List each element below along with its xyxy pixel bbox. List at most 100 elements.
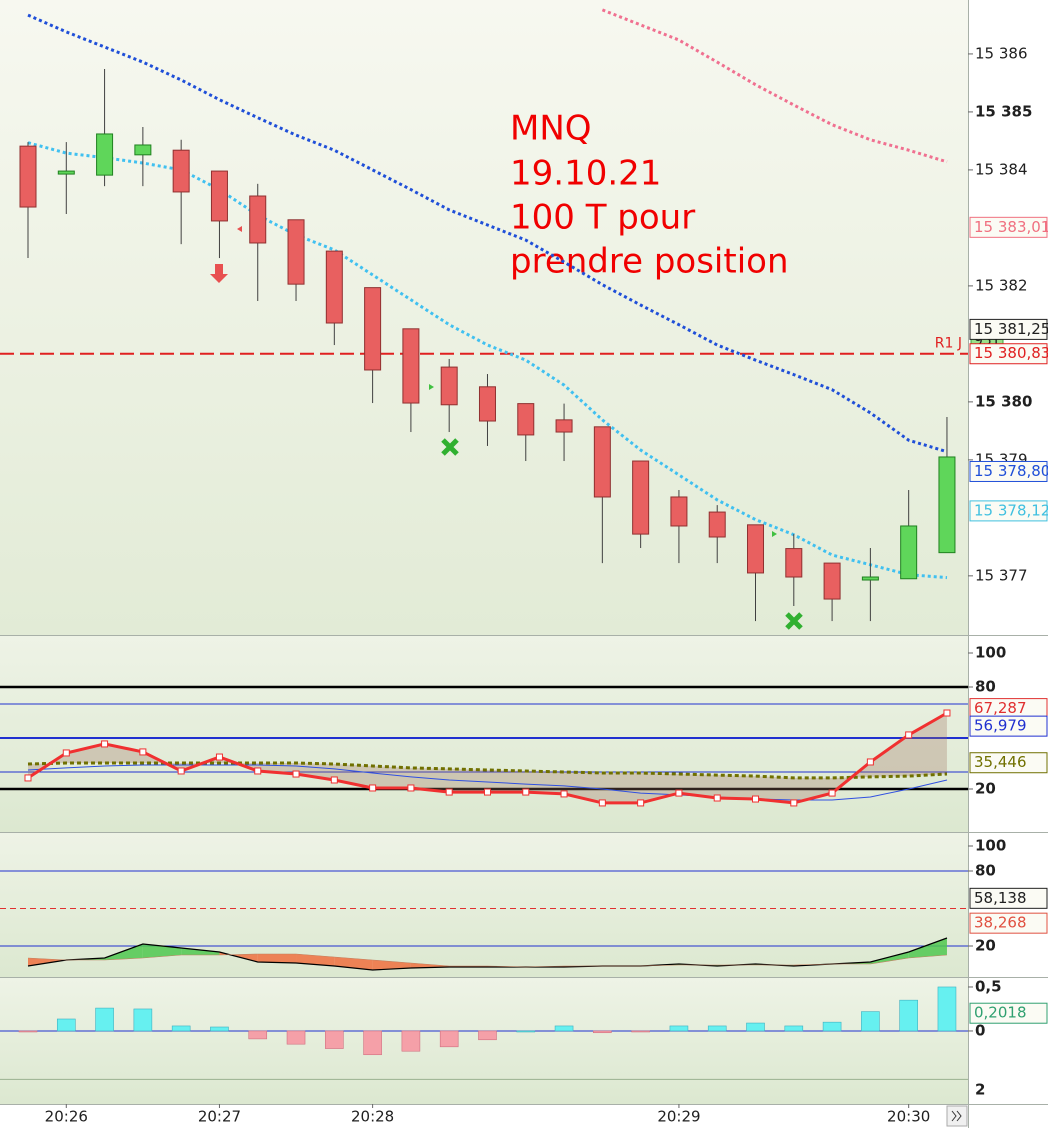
candle-body <box>632 460 650 535</box>
value-tag: 38,268 <box>974 914 1027 932</box>
point-marker <box>752 795 760 803</box>
y-tick-label: 0,5 <box>975 977 1002 995</box>
y-tick-label: 15 377 <box>975 566 1028 584</box>
y-tick-label: 80 <box>975 862 996 880</box>
point-marker <box>292 770 300 778</box>
point-marker <box>866 758 874 766</box>
bar <box>325 1030 344 1049</box>
bar <box>746 1022 765 1032</box>
bar <box>439 1030 459 1048</box>
spread-fill <box>28 713 947 803</box>
bar <box>401 1030 421 1052</box>
x-tick-label: 20:30 <box>887 1108 930 1126</box>
bar <box>210 1026 229 1032</box>
band-line <box>27 953 948 968</box>
bar <box>363 1030 382 1056</box>
point-marker <box>790 799 798 807</box>
value-tag-box <box>969 460 1048 482</box>
y-tick-label: 20 <box>975 937 996 955</box>
candle-body <box>19 145 37 208</box>
y-tick-label: 15 380 <box>975 392 1032 410</box>
value-tag-box <box>969 752 1048 774</box>
bar <box>554 1025 574 1032</box>
value-tag: 15 378,12 <box>974 501 1048 519</box>
band-fill <box>181 948 220 955</box>
candle-body <box>402 328 420 404</box>
candle-body <box>938 456 956 554</box>
bar <box>861 1011 880 1032</box>
point-marker <box>177 767 185 775</box>
value-tag: 67,287 <box>974 699 1027 717</box>
point-marker <box>24 774 32 782</box>
axis-label: 2 <box>975 1081 985 1099</box>
panel-bg <box>0 978 968 1104</box>
moving-average <box>27 13 948 454</box>
value-tag-box <box>969 318 1048 340</box>
point-marker <box>637 799 645 807</box>
value-tag-box <box>969 343 1048 365</box>
candle-body <box>325 250 343 324</box>
candle-body <box>134 144 152 156</box>
bar <box>56 1018 76 1032</box>
bar <box>286 1030 306 1045</box>
candle-body <box>593 426 611 498</box>
candle-body <box>478 386 496 422</box>
value-tag-box <box>969 887 1048 909</box>
bar <box>516 1030 536 1033</box>
bar <box>171 1025 191 1032</box>
value-tag-box <box>969 216 1048 238</box>
point-marker <box>828 789 836 797</box>
value-tag: 35,446 <box>974 753 1027 771</box>
value-tag: 58,138 <box>974 889 1027 907</box>
value-tag-box <box>969 912 1048 934</box>
point-marker <box>369 784 377 792</box>
scroll-button[interactable] <box>946 1105 968 1127</box>
candle-body <box>57 170 75 175</box>
annotation: 19.10.21 <box>510 154 661 194</box>
point-marker <box>407 784 415 792</box>
point-marker <box>483 788 491 796</box>
y-tick-label: 80 <box>975 677 996 695</box>
indicator-line <box>27 761 948 780</box>
bar <box>478 1030 497 1041</box>
scroll-icon[interactable] <box>951 1110 962 1122</box>
value-tag: 15 383,01 <box>974 218 1048 236</box>
point-marker <box>101 740 109 748</box>
bar <box>707 1025 727 1032</box>
bar <box>899 999 918 1032</box>
candle-body <box>747 524 765 574</box>
x-tick-label: 20:27 <box>198 1108 241 1126</box>
y-tick-label: 100 <box>975 643 1006 661</box>
value-tag: 56,979 <box>974 717 1027 735</box>
point-marker <box>598 799 606 807</box>
band-fill <box>296 954 335 966</box>
y-tick-label: 15 385 <box>975 102 1032 120</box>
candle-body <box>210 170 228 222</box>
candle-body <box>440 366 458 406</box>
x-tick-label: 20:26 <box>45 1108 88 1126</box>
candle-body <box>96 133 114 176</box>
value-tag: 15 380,83 <box>974 344 1048 362</box>
point-marker <box>713 794 721 802</box>
y-tick-label: 100 <box>975 837 1006 855</box>
y-tick-label: 15 384 <box>975 160 1028 178</box>
bar <box>631 1030 650 1033</box>
annotation: prendre position <box>510 242 789 282</box>
value-tag: 15 378,80 <box>974 462 1048 480</box>
point-marker <box>675 789 683 797</box>
candle-body <box>900 525 918 580</box>
bar <box>95 1007 114 1032</box>
panel-bg <box>0 636 968 832</box>
bar <box>937 986 957 1032</box>
point-marker <box>560 790 568 798</box>
y-tick-label: 15 386 <box>975 44 1028 62</box>
point-marker <box>215 753 223 761</box>
y-tick-label: 0 <box>975 1021 985 1039</box>
point-marker <box>139 748 147 756</box>
x-tick-label: 20:28 <box>351 1108 394 1126</box>
panel-bg <box>0 0 968 635</box>
candle-body <box>823 562 841 600</box>
h-line-label: R1 J <box>935 336 962 352</box>
point-marker <box>943 709 951 717</box>
